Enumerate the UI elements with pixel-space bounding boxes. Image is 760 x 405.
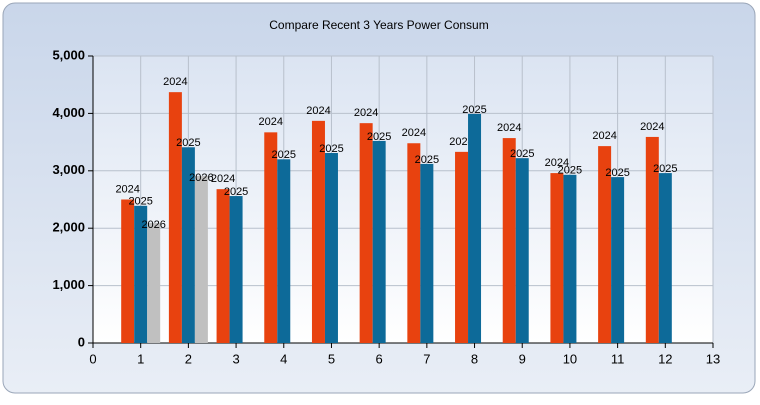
data-label: 2024 (354, 107, 378, 119)
bar (550, 173, 564, 343)
bar (359, 123, 373, 344)
data-label: 2025 (176, 137, 200, 149)
bar (147, 223, 161, 343)
x-tick-label: 11 (611, 351, 625, 366)
bar (134, 205, 148, 343)
bar (598, 146, 612, 343)
data-label: 2025 (272, 149, 296, 161)
bar (311, 120, 325, 343)
x-tick-label: 0 (89, 351, 96, 366)
chart-title: Compare Recent 3 Years Power Consum (269, 18, 488, 32)
data-label: 2024 (163, 76, 187, 88)
y-tick-label: 5,000 (52, 47, 85, 62)
bar (264, 132, 278, 343)
data-label: 2025 (415, 154, 439, 166)
data-label: 2025 (128, 196, 152, 208)
data-label: 2025 (653, 163, 677, 175)
x-tick-label: 2 (185, 351, 192, 366)
bar (194, 175, 208, 343)
data-label: 2025 (367, 131, 391, 143)
bar (420, 163, 434, 343)
x-tick-label: 5 (328, 351, 335, 366)
bar (277, 159, 291, 343)
x-tick-label: 1 (137, 351, 144, 366)
x-tick-label: 9 (519, 351, 526, 366)
data-label: 2025 (558, 165, 582, 177)
data-label: 2025 (319, 143, 343, 155)
bar (372, 140, 386, 343)
data-label: 2025 (510, 148, 534, 160)
data-label: 2025 (605, 167, 629, 179)
data-label: 2025 (462, 104, 486, 116)
data-label: 2024 (592, 130, 616, 142)
x-tick-label: 6 (376, 351, 383, 366)
bar (468, 113, 482, 343)
y-tick-label: 4,000 (52, 105, 85, 120)
data-label: 2024 (545, 157, 569, 169)
bar (181, 147, 195, 343)
bar (229, 196, 243, 343)
y-tick-label: 1,000 (52, 277, 85, 292)
bar (645, 136, 659, 343)
bar (407, 143, 421, 343)
data-label: 2024 (449, 136, 473, 148)
bar (515, 158, 529, 343)
data-label: 2025 (224, 186, 248, 198)
bar (455, 151, 469, 343)
y-tick-label: 0 (78, 334, 85, 349)
x-tick-label: 12 (658, 351, 672, 366)
data-label: 2024 (640, 121, 664, 133)
bar (168, 92, 182, 343)
data-label: 2024 (259, 116, 283, 128)
x-tick-label: 13 (706, 351, 720, 366)
data-label: 2024 (497, 122, 521, 134)
x-tick-label: 10 (563, 351, 577, 366)
y-tick-label: 2,000 (52, 220, 85, 235)
data-label: 2024 (211, 173, 235, 185)
bar (324, 153, 338, 343)
data-label: 2024 (306, 105, 330, 117)
bar (121, 199, 135, 343)
data-label: 2026 (189, 172, 213, 184)
bar (216, 189, 230, 343)
data-label: 2024 (402, 127, 426, 139)
bar (611, 177, 625, 343)
bar (502, 138, 516, 343)
x-tick-label: 4 (280, 351, 287, 366)
data-label: 2024 (115, 183, 139, 195)
bar (658, 173, 672, 343)
bar (563, 174, 577, 343)
x-tick-label: 3 (232, 351, 239, 366)
x-tick-label: 7 (423, 351, 430, 366)
y-tick-label: 3,000 (52, 162, 85, 177)
x-tick-label: 8 (471, 351, 478, 366)
data-label: 2026 (141, 219, 165, 231)
